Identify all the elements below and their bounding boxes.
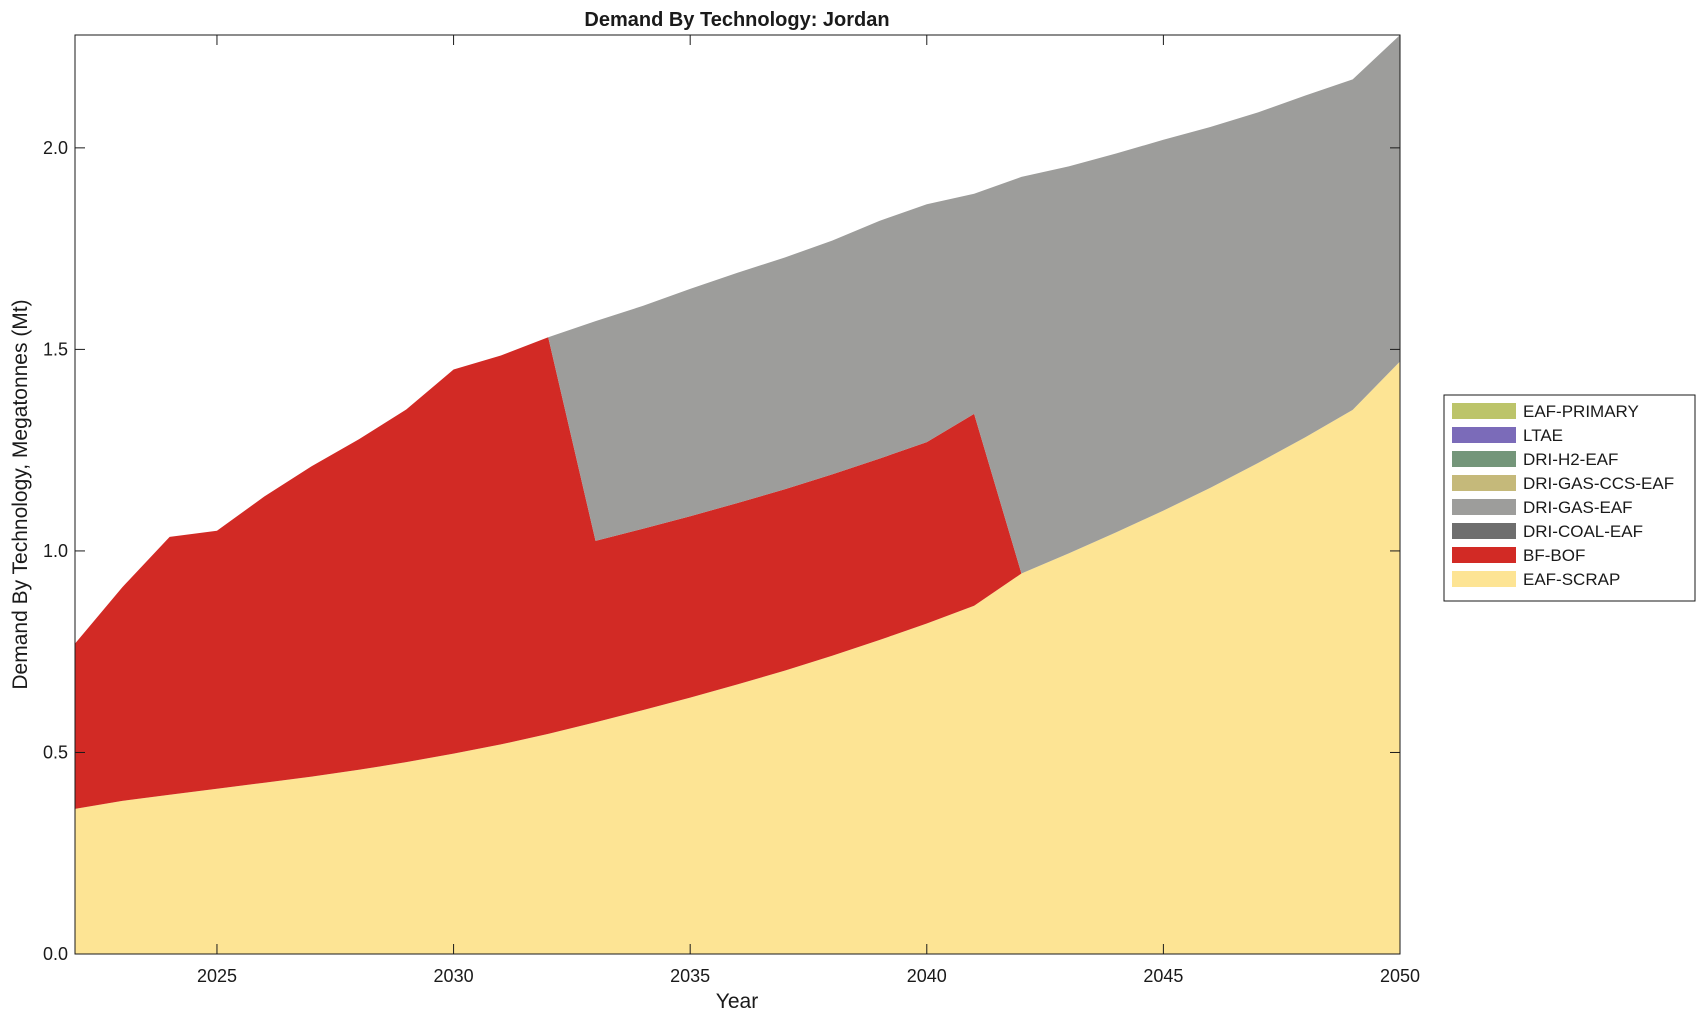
legend-label-eaf-primary: EAF-PRIMARY — [1523, 402, 1639, 421]
y-axis-ticks: 0.0 0.5 1.0 1.5 2.0 — [43, 138, 1400, 964]
series-areas — [75, 35, 1400, 954]
y-tick-label: 0.5 — [43, 742, 68, 762]
legend-swatch-eaf-primary — [1452, 403, 1516, 419]
legend-label-eaf-scrap: EAF-SCRAP — [1523, 570, 1620, 589]
x-tick-label: 2045 — [1143, 966, 1183, 986]
legend-label-dri-gas-ccs-eaf: DRI-GAS-CCS-EAF — [1523, 474, 1674, 493]
legend-swatch-dri-coal-eaf — [1452, 523, 1516, 539]
x-tick-label: 2030 — [434, 966, 474, 986]
x-axis-ticks: 2025 2030 2035 2040 2045 2050 — [197, 35, 1420, 986]
y-axis-label: Demand By Technology, Megatonnes (Mt) — [9, 299, 32, 689]
legend: EAF-PRIMARY LTAE DRI-H2-EAF DRI-GAS-CCS-EAF… — [1443, 394, 1696, 602]
y-tick-label: 1.0 — [43, 541, 68, 561]
y-tick-label: 2.0 — [43, 138, 68, 158]
area-bf-bof — [75, 337, 1400, 809]
legend-swatch-ltae — [1452, 427, 1516, 443]
x-axis-label: Year — [716, 990, 758, 1013]
legend-swatch-dri-gas-ccs-eaf — [1452, 475, 1516, 491]
chart-title: Demand By Technology: Jordan — [584, 9, 889, 31]
legend-label-ltae: LTAE — [1523, 426, 1563, 445]
plot-area-frame — [74, 34, 1401, 955]
area-dri-gas-eaf — [75, 35, 1400, 644]
legend-label-dri-h2-eaf: DRI-H2-EAF — [1523, 450, 1618, 469]
legend-label-dri-gas-eaf: DRI-GAS-EAF — [1523, 498, 1633, 517]
x-tick-label: 2040 — [907, 966, 947, 986]
legend-swatch-dri-h2-eaf — [1452, 451, 1516, 467]
x-tick-label: 2035 — [670, 966, 710, 986]
legend-label-bf-bof: BF-BOF — [1523, 546, 1585, 565]
legend-swatch-dri-gas-eaf — [1452, 499, 1516, 515]
x-tick-label: 2025 — [197, 966, 237, 986]
legend-label-dri-coal-eaf: DRI-COAL-EAF — [1523, 522, 1643, 541]
y-tick-label: 1.5 — [43, 339, 68, 359]
legend-swatch-eaf-scrap — [1452, 571, 1516, 587]
x-tick-label: 2050 — [1380, 966, 1420, 986]
legend-swatch-bf-bof — [1452, 547, 1516, 563]
area-eaf-scrap — [75, 361, 1400, 954]
y-tick-label: 0.0 — [43, 944, 68, 964]
